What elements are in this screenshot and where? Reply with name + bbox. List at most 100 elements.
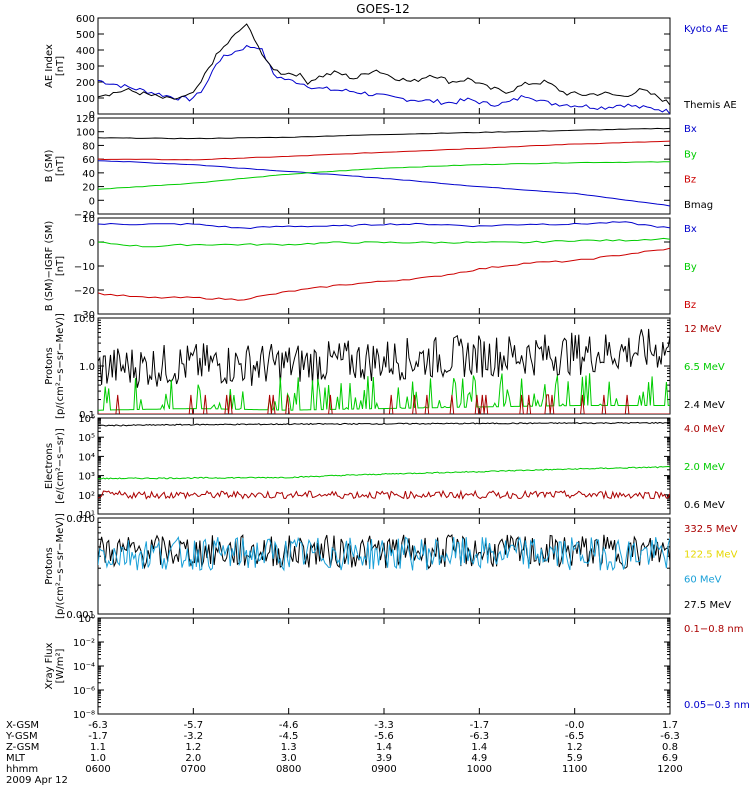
footer: X-GSM -6.3 -5.7 -4.6 -3.3 -1.7 -0.0 1.7 Y-GSM -1.…	[5, 720, 683, 786]
y-tick-label: 10⁻⁶	[73, 686, 95, 697]
footer-value: -5.7	[184, 720, 204, 731]
series-line-By	[98, 237, 670, 248]
series-line-Bx	[98, 160, 670, 207]
legend-entry: Themis AE	[683, 100, 737, 111]
y-axis-label: [W/m²]	[55, 648, 66, 683]
footer-value: 1.4	[471, 742, 487, 753]
footer-value: -4.5	[279, 731, 299, 742]
y-tick-label: 0.1	[79, 410, 95, 421]
legend-entry: Bz	[684, 300, 696, 311]
legend-entry: 2.0 MeV	[684, 462, 725, 473]
y-tick-label: 0	[89, 238, 95, 249]
y-axis-label: [e/(cm²−s−sr)]	[55, 428, 66, 504]
series-group	[98, 221, 670, 301]
y-tick-label: 0	[89, 196, 95, 207]
y-tick-label: 10⁶	[78, 414, 95, 425]
series-line-Kyoto-AE	[98, 44, 670, 114]
y-tick-label: 100	[76, 128, 95, 139]
footer-row-label: Y-GSM	[5, 731, 38, 742]
y-axis-label: Xray Flux	[44, 642, 55, 689]
legend-entry: 0.05−0.3 nm	[684, 700, 750, 711]
footer-value: 1.7	[662, 720, 678, 731]
footer-value: 1200	[657, 764, 682, 775]
legend-entry: 27.5 MeV	[684, 600, 731, 611]
legend-entry: 0.6 MeV	[684, 500, 725, 511]
footer-date: 2009 Apr 12	[6, 775, 68, 786]
footer-value: -6.3	[88, 720, 108, 731]
y-axis-label: [nT]	[55, 256, 66, 276]
series-line-Themis-AE	[98, 23, 670, 106]
panel-frame	[97, 417, 671, 515]
panel-4: 10¹ 10² 10³ 10⁴ 10⁵ 10⁶ Electrons [e/(cm²−s−sr)…	[44, 414, 725, 521]
y-axis-label: AE Index	[44, 44, 55, 88]
y-tick-label: 80	[82, 141, 95, 152]
legend-entry: 60 MeV	[684, 575, 722, 586]
y-tick-label: 600	[76, 14, 95, 25]
y-axis-label: [p/(cm²−s−sr−MeV)]	[55, 313, 66, 419]
y-tick-label: −20	[74, 210, 95, 221]
panel-frame	[97, 117, 671, 215]
footer-value: -6.3	[660, 731, 680, 742]
footer-value: 1.3	[281, 742, 297, 753]
footer-value: 1.2	[567, 742, 583, 753]
footer-value: 1.0	[90, 753, 106, 764]
panel-5: 0.001 0.010 Protons [p/(cm²−s−sr−MeV)] 332.5…	[44, 513, 738, 621]
footer-value: 3.0	[281, 753, 297, 764]
footer-row-label: Z-GSM	[6, 742, 39, 753]
footer-value: 5.9	[567, 753, 583, 764]
footer-value: 1000	[467, 764, 492, 775]
panel-1: −20 0 20 40 60 80 100 120 B (SM) [nT] Bx By Bz Bmag	[44, 114, 713, 221]
y-axis-label: [nT]	[55, 56, 66, 76]
y-tick-label: 200	[76, 78, 95, 89]
y-axis-label: B (SM)−IGRF (SM)	[44, 221, 55, 312]
y-tick-label: 10.0	[73, 314, 95, 325]
legend-entry: Bx	[684, 124, 697, 135]
y-tick-label: 500	[76, 30, 95, 41]
legend-entry: 2.4 MeV	[684, 400, 725, 411]
footer-row-label: hhmm	[6, 764, 38, 775]
footer-value: -4.6	[279, 720, 299, 731]
series-line-2-4-MeV	[98, 328, 670, 388]
y-axis-label: [p/(cm²−s−sr−MeV)]	[55, 513, 66, 619]
y-axis-label: [nT]	[55, 156, 66, 176]
y-axis-label: B (SM)	[44, 149, 55, 182]
y-tick-label: 60	[82, 155, 95, 166]
footer-value: 0.8	[662, 742, 678, 753]
footer-value: 3.9	[376, 753, 392, 764]
y-tick-label: 0	[89, 110, 95, 121]
series-line-Bz	[98, 247, 670, 301]
y-tick-label: 10	[82, 214, 95, 225]
series-line-4-0-MeV	[98, 489, 670, 501]
footer-value: 0800	[276, 764, 301, 775]
y-tick-label: 400	[76, 46, 95, 57]
footer-value: -6.3	[470, 731, 490, 742]
y-axis-label: Protons	[44, 347, 55, 384]
footer-value: 6.9	[662, 753, 678, 764]
y-tick-label: 10¹	[78, 510, 95, 521]
y-tick-label: 10³	[78, 472, 95, 483]
legend-entry: 4.0 MeV	[684, 424, 725, 435]
footer-value: 2.0	[185, 753, 201, 764]
y-tick-label: 10⁴	[78, 452, 95, 463]
footer-value: -0.0	[565, 720, 585, 731]
y-tick-label: 10⁻²	[73, 638, 95, 649]
footer-value: -1.7	[470, 720, 490, 731]
panel-3: 0.1 1.0 10.0 Protons [p/(cm²−s−sr−MeV)] 12 Me…	[44, 313, 725, 421]
series-group	[98, 421, 670, 501]
footer-value: -3.2	[184, 731, 204, 742]
y-tick-label: 40	[82, 169, 95, 180]
footer-value: -1.7	[88, 731, 108, 742]
footer-row-label: X-GSM	[6, 720, 39, 731]
legend-entry: 6.5 MeV	[684, 362, 725, 373]
series-group	[98, 328, 670, 414]
legend-entry: 12 MeV	[684, 324, 722, 335]
y-tick-label: 10²	[78, 491, 95, 502]
series-line-Bz	[98, 140, 670, 161]
y-tick-label: −30	[74, 310, 95, 321]
footer-row-label: MLT	[6, 753, 26, 764]
y-tick-label: 0.010	[66, 514, 95, 525]
legend-entry: Bmag	[684, 200, 713, 211]
series-group	[98, 533, 670, 572]
series-line-By	[98, 161, 670, 190]
legend-entry: Bz	[684, 175, 696, 186]
